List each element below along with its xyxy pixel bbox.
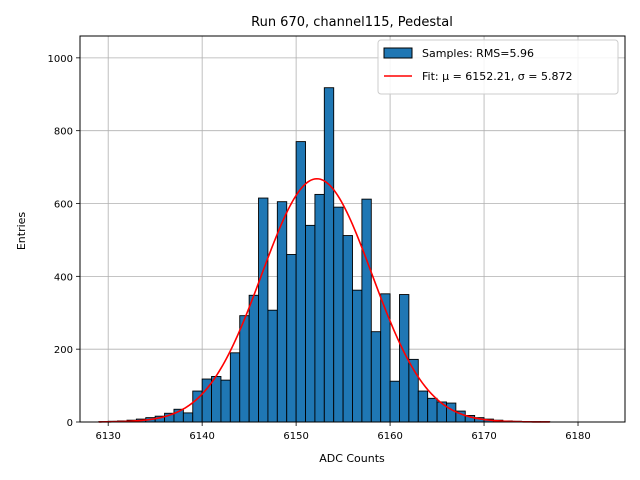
histogram-bar (380, 293, 391, 423)
histogram-bar (258, 197, 269, 423)
y-tick-label: 200 (54, 345, 73, 356)
chart-title: Run 670, channel115, Pedestal (251, 15, 453, 30)
legend-fit-label: Fit: μ = 6152.21, σ = 5.872 (422, 70, 572, 83)
histogram-bar (333, 206, 344, 423)
histogram-bar (182, 412, 194, 423)
histogram-bar (342, 235, 353, 423)
histogram-bar (361, 198, 372, 423)
histogram-bars (98, 87, 551, 423)
y-tick-label: 400 (54, 272, 73, 283)
histogram-bar (229, 352, 241, 423)
legend-box (377, 39, 619, 95)
x-tick-label: 6130 (95, 431, 120, 442)
histogram-bar (427, 397, 438, 423)
histogram-bar (314, 193, 325, 423)
histogram-bar (446, 402, 457, 423)
y-tick-label: 800 (54, 127, 73, 138)
histogram-bar (239, 315, 250, 423)
x-tick-label: 6140 (189, 431, 214, 442)
histogram-bar (267, 309, 278, 423)
plot-frame (79, 35, 626, 423)
histogram-bar (389, 380, 400, 423)
x-tick-label: 6180 (565, 431, 590, 442)
histogram-bar (370, 331, 382, 423)
y-tick-label: 0 (67, 418, 73, 429)
x-tick-label: 6160 (377, 431, 402, 442)
legend-histogram-label: Samples: RMS=5.96 (422, 47, 534, 60)
histogram-bar (417, 390, 429, 423)
x-tick-label: 6150 (283, 431, 308, 442)
histogram-bar (323, 87, 335, 423)
histogram-bar (248, 294, 259, 423)
y-axis-ticks: 0 200 400 600 800 1000 (48, 54, 80, 429)
histogram-bar (276, 201, 288, 423)
x-axis-label: ADC Counts (319, 452, 385, 465)
fit-curve (98, 177, 550, 423)
histogram-bar (352, 289, 363, 423)
histogram-bar (220, 379, 231, 423)
legend-histogram-swatch (383, 47, 413, 59)
legend: Samples: RMS=5.96 Fit: μ = 6152.21, σ = … (377, 39, 619, 95)
x-axis-ticks: 6130 6140 6150 6160 6170 6180 (95, 422, 591, 442)
y-axis-label: Entries (15, 212, 28, 251)
y-tick-label: 600 (54, 200, 73, 211)
histogram-bar (211, 376, 222, 423)
histogram-bar (305, 224, 316, 423)
y-tick-label: 1000 (48, 54, 73, 65)
histogram-bar (295, 141, 306, 423)
x-tick-label: 6170 (471, 431, 496, 442)
histogram-bar (286, 254, 297, 423)
